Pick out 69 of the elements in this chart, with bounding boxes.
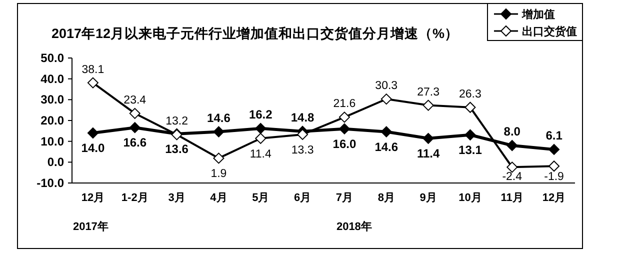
point [464, 129, 476, 140]
x-tick-label: 1-2月 [121, 192, 148, 204]
data-label: 27.3 [417, 86, 440, 98]
point [213, 152, 224, 164]
data-label: 16.6 [123, 136, 147, 150]
point [422, 100, 434, 111]
data-label: 16.2 [248, 107, 273, 122]
x-tick-label: 12月 [542, 192, 566, 204]
y-tick-label: -10.0 [36, 176, 64, 190]
point [255, 122, 266, 134]
data-label: 11.4 [250, 148, 272, 160]
data-label: -2.4 [502, 171, 523, 183]
point [213, 126, 224, 138]
y-tick-label: 40.0 [40, 72, 64, 86]
point [548, 160, 560, 172]
point [129, 108, 140, 119]
data-label: 13.6 [165, 142, 189, 156]
text: 2018年 [336, 220, 372, 233]
data-label: 26.3 [459, 88, 482, 100]
data-label: 23.4 [124, 94, 147, 106]
point [506, 162, 518, 173]
data-label: 13.2 [166, 116, 188, 128]
x-tick-label: 9月 [420, 192, 437, 204]
data-label: 14.6 [207, 110, 231, 125]
point [87, 128, 98, 138]
y-tick-label: 10.0 [40, 134, 64, 148]
x-tick-label: 7月 [336, 192, 354, 204]
x-tick-label: 4月 [210, 192, 228, 204]
point [297, 128, 308, 140]
point [129, 122, 140, 134]
data-label: 16.0 [332, 136, 356, 151]
data-label: 11.4 [416, 146, 440, 160]
data-label: 21.6 [333, 98, 356, 110]
point [338, 112, 350, 123]
data-label: 38.1 [82, 64, 104, 76]
text: 2017年 [72, 220, 108, 233]
point [548, 144, 560, 155]
point [87, 77, 98, 88]
data-label: 6.1 [546, 128, 563, 142]
point [380, 94, 392, 105]
data-label: 13.1 [458, 142, 482, 157]
y-tick-label: 0.0 [47, 155, 64, 170]
point [422, 132, 434, 144]
y-tick-label: 30.0 [40, 92, 64, 107]
data-label: 13.3 [291, 144, 314, 156]
point [255, 132, 266, 144]
y-tick-label: 20.0 [40, 114, 64, 128]
x-tick-label: 6月 [294, 192, 312, 204]
legend-label: 增加值 [521, 8, 555, 21]
data-label: 14.8 [290, 110, 315, 124]
point [338, 123, 350, 134]
x-tick-label: 5月 [252, 192, 270, 204]
data-label: -1.9 [544, 171, 564, 183]
x-tick-label: 8月 [378, 192, 395, 204]
point [380, 126, 392, 138]
data-label: 30.3 [375, 80, 398, 92]
data-label: 14.0 [81, 141, 105, 155]
data-label: 14.6 [374, 140, 398, 154]
point [506, 140, 518, 151]
x-tick-label: 12月 [81, 192, 105, 204]
x-tick-label: 11月 [500, 192, 524, 204]
y-tick-label: 50.0 [40, 51, 64, 65]
data-label: 1.9 [210, 168, 227, 180]
point [464, 102, 476, 113]
chart-title: 2017年12月以来电子元件行业增加值和出口交货值分月增速（%） [51, 25, 459, 41]
data-label: 8.0 [504, 124, 521, 138]
x-tick-label: 10月 [458, 192, 482, 204]
x-tick-label: 3月 [168, 192, 186, 204]
legend-label: 出口交货值 [522, 25, 577, 38]
